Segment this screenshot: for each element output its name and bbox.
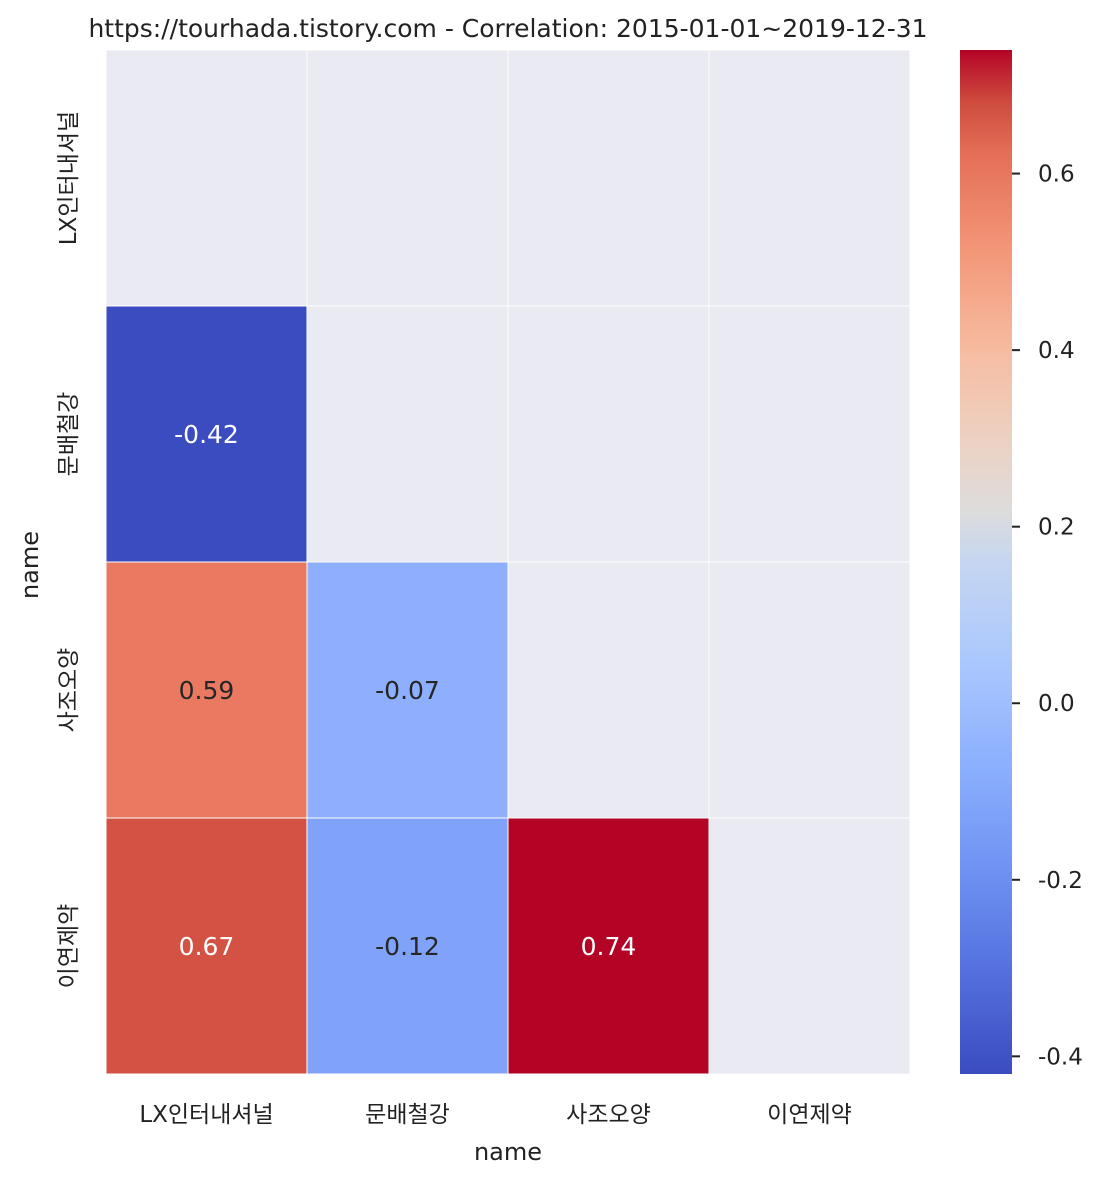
x-axis-label: name <box>474 1138 542 1166</box>
heatmap-cell-masked <box>105 49 308 307</box>
heatmap-cell-masked <box>306 305 509 563</box>
colorbar-tick-label: 0.0 <box>1038 691 1075 717</box>
cell-value-label: 0.74 <box>581 932 637 961</box>
heatmap-cell <box>306 561 509 819</box>
cell-value-label: -0.07 <box>375 676 440 705</box>
cell-value-label: -0.12 <box>375 932 440 961</box>
colorbar-tick-label: 0.6 <box>1038 162 1075 188</box>
heatmap-cell <box>105 817 308 1075</box>
x-tick-label: 이연제약 <box>767 1102 852 1128</box>
x-axis-ticks: LX인터내셔널 문배철강 사조오양 이연제약 <box>139 1102 852 1128</box>
heatmap-cell-masked <box>708 49 911 307</box>
heatmap-cell-masked <box>507 561 710 819</box>
heatmap-cell <box>306 817 509 1075</box>
heatmap-cell-masked <box>708 305 911 563</box>
colorbar-tick-label: 0.4 <box>1038 338 1075 364</box>
cell-value-label: -0.42 <box>174 420 239 449</box>
y-tick-label: 이연제약 <box>56 904 82 989</box>
cell-value-label: 0.59 <box>179 676 235 705</box>
colorbar-tick-label: 0.2 <box>1038 515 1075 541</box>
colorbar <box>960 50 1012 1074</box>
colorbar-tick-label: -0.2 <box>1038 868 1083 894</box>
chart-title: https://tourhada.tistory.com - Correlati… <box>88 14 927 43</box>
heatmap-cell-masked <box>507 49 710 307</box>
x-tick-label: 문배철강 <box>365 1102 450 1128</box>
y-tick-label: 문배철강 <box>56 392 82 477</box>
y-tick-label: LX인터내셔널 <box>56 111 82 245</box>
heatmap-cell-masked <box>708 817 911 1075</box>
heatmap-cell <box>105 561 308 819</box>
heatmap-cell <box>105 305 308 563</box>
heatmap-cell-masked <box>507 305 710 563</box>
heatmap-cells <box>105 49 911 1075</box>
heatmap-cell-masked <box>306 49 509 307</box>
heatmap-cell <box>507 817 710 1075</box>
colorbar-tick-label: -0.4 <box>1038 1044 1083 1070</box>
y-tick-label: 사조오양 <box>56 648 82 733</box>
cell-value-label: 0.67 <box>179 932 235 961</box>
heatmap-cell-masked <box>708 561 911 819</box>
colorbar-ticks: -0.4 -0.2 0.0 0.2 0.4 0.6 <box>1012 162 1083 1070</box>
heatmap-cell-labels: -0.42 0.59 -0.07 0.67 -0.12 0.74 <box>174 420 636 961</box>
y-axis-label: name <box>16 531 44 599</box>
x-tick-label: 사조오양 <box>566 1102 651 1128</box>
x-tick-label: LX인터내셔널 <box>139 1102 273 1128</box>
